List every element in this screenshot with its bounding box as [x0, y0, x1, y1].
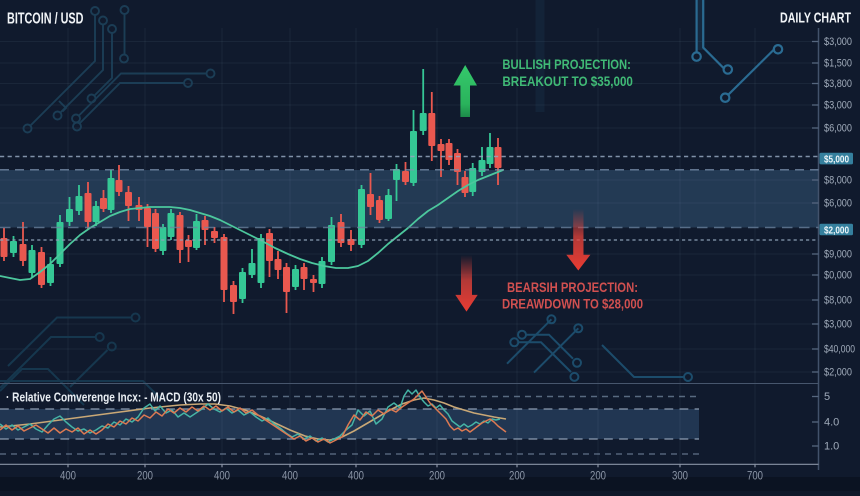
svg-text:BITCOIN / USD: BITCOIN / USD: [7, 11, 84, 28]
svg-text:DAILY CHART: DAILY CHART: [780, 9, 851, 26]
svg-text:BREAKOUT TO $35,000: BREAKOUT TO $35,000: [502, 73, 633, 89]
svg-text:200: 200: [590, 469, 606, 483]
svg-text:$40,000: $40,000: [824, 344, 855, 356]
svg-text:$9,000: $9,000: [824, 249, 852, 261]
svg-text:$8,000: $8,000: [824, 175, 852, 187]
svg-text:200: 200: [429, 469, 445, 483]
svg-text:200: 200: [509, 469, 525, 483]
svg-text:700: 700: [747, 469, 763, 483]
svg-text:$6,000: $6,000: [824, 123, 852, 135]
svg-text:$5,000: $5,000: [824, 153, 849, 165]
svg-text:$8,000: $8,000: [824, 295, 852, 307]
svg-text:$3,000: $3,000: [824, 36, 852, 48]
svg-text:$2,000: $2,000: [824, 367, 852, 379]
svg-text:400: 400: [348, 469, 364, 483]
svg-text:300: 300: [672, 469, 688, 483]
svg-text:$6,000: $6,000: [824, 198, 852, 210]
svg-text:4.0: 4.0: [824, 417, 839, 429]
svg-text:$0,000: $0,000: [824, 270, 852, 282]
svg-text:400: 400: [282, 469, 298, 483]
svg-text:BEARSIH PROJECTION:: BEARSIH PROJECTION:: [507, 280, 638, 295]
svg-text:$3,000: $3,000: [824, 100, 852, 112]
svg-text:BULLISH PROJECTION:: BULLISH PROJECTION:: [502, 56, 631, 72]
svg-text:$1,500: $1,500: [824, 58, 852, 70]
svg-text:400: 400: [60, 469, 76, 483]
svg-text:$3,800: $3,800: [824, 78, 852, 90]
svg-text:$3,000: $3,000: [824, 319, 852, 331]
svg-text:400: 400: [214, 469, 230, 483]
svg-text:5: 5: [824, 391, 830, 403]
svg-text:· Relative Comverenge Incx: -: · Relative Comverenge Incx: - MACD (30x …: [6, 391, 221, 405]
svg-text:DREAWDOWN TO $28,000: DREAWDOWN TO $28,000: [502, 297, 643, 312]
svg-text:$2,000: $2,000: [824, 224, 849, 236]
svg-text:200: 200: [137, 469, 153, 483]
svg-text:1.0: 1.0: [824, 441, 839, 453]
